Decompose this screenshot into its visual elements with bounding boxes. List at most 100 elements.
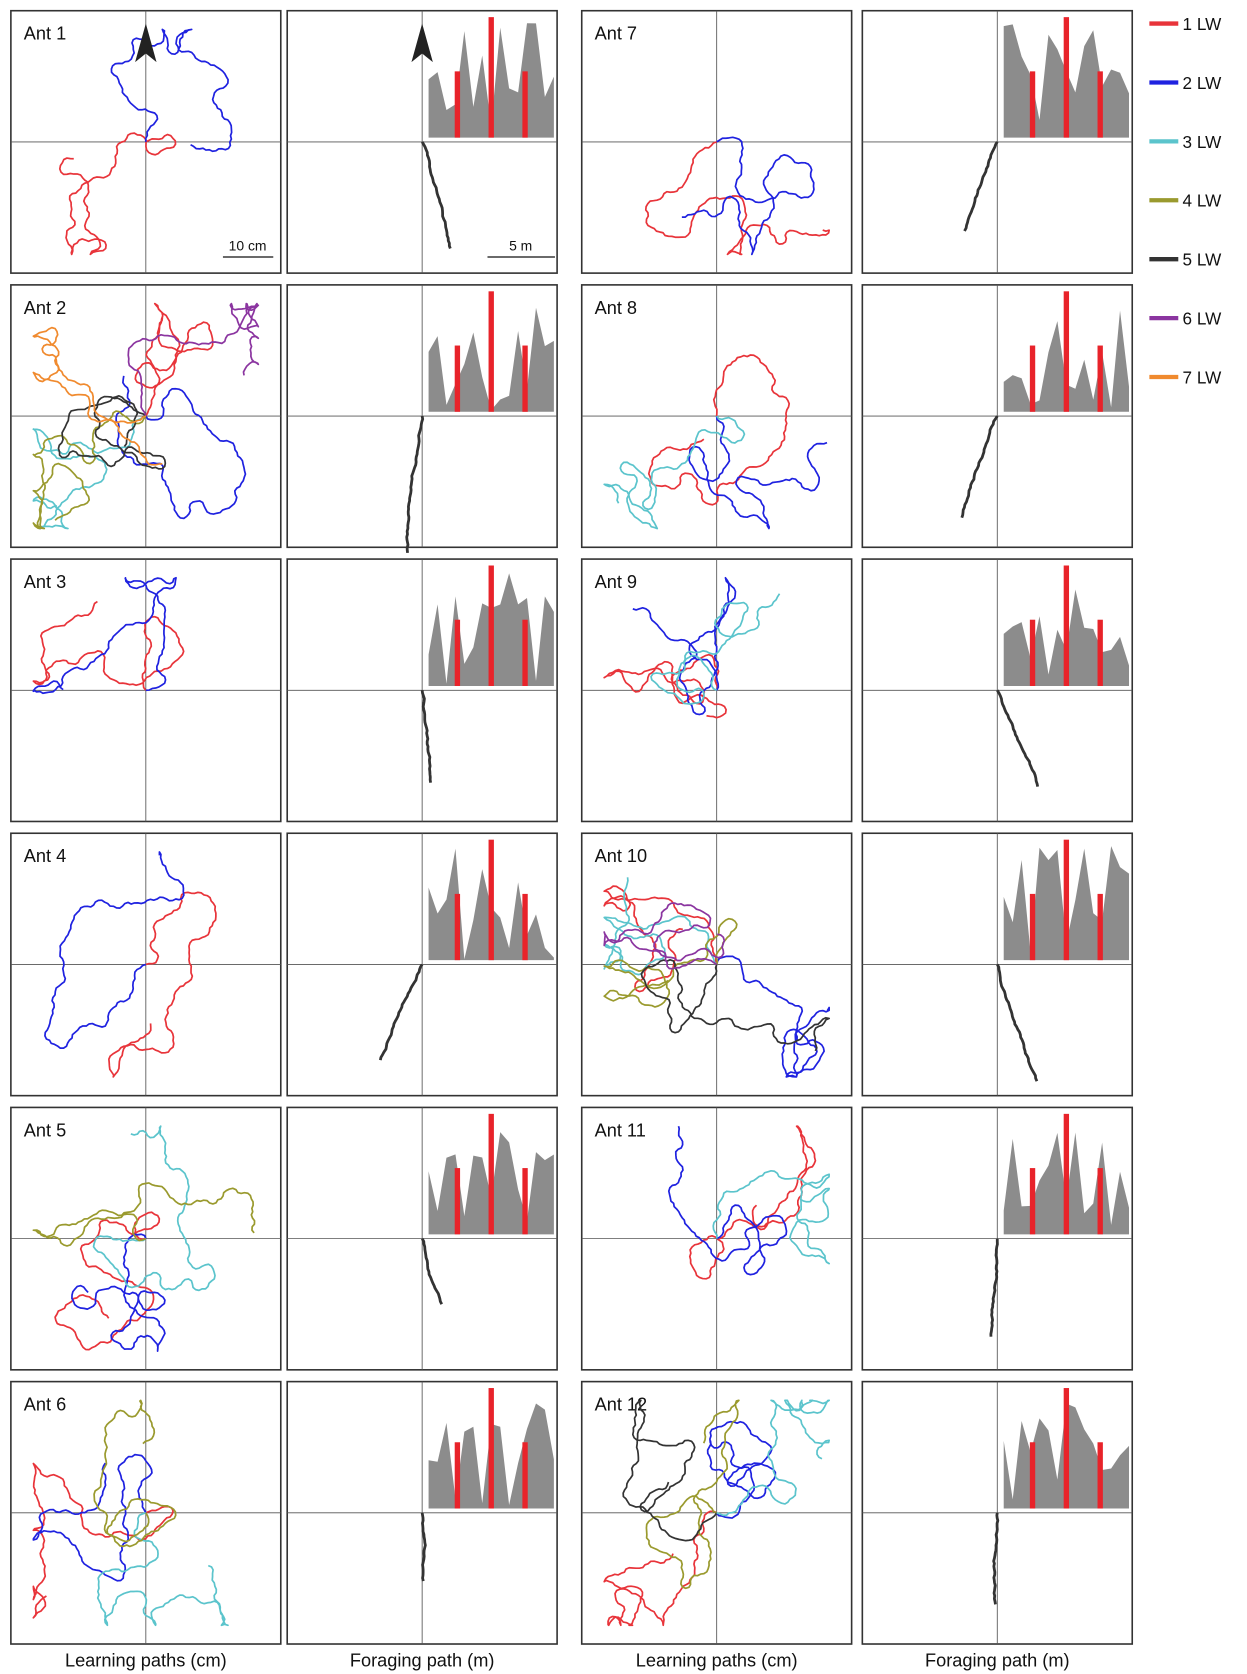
learning-path [650, 593, 781, 705]
direction-bar [1097, 1442, 1103, 1509]
foraging-path [420, 690, 432, 783]
learning-path [603, 917, 738, 1008]
direction-bar [1029, 619, 1036, 686]
panel-label: Ant 5 [24, 1120, 66, 1140]
learning-path [32, 415, 147, 530]
direction-bar [454, 71, 461, 138]
learning-path [688, 416, 828, 530]
direction-bar [522, 619, 528, 686]
legend-label: 3 LW [1183, 132, 1223, 152]
direction-bar [488, 17, 494, 138]
learning-path [603, 885, 718, 993]
direction-bar [488, 1113, 494, 1235]
foraging-path [989, 1238, 999, 1337]
learning-path [71, 1233, 166, 1352]
learning-path [57, 394, 167, 470]
direction-bar [488, 565, 494, 686]
foraging-path [963, 141, 999, 232]
legend-label: 5 LW [1183, 250, 1223, 270]
direction-bar [1097, 71, 1103, 138]
learning-path [603, 902, 726, 970]
direction-bar [522, 345, 528, 412]
direction-bar [1063, 17, 1070, 138]
direction-bar [1029, 345, 1036, 412]
direction-bar [454, 619, 461, 686]
direction-bar [522, 1442, 528, 1509]
learning-path [603, 1510, 718, 1627]
learning-path [32, 410, 147, 530]
learning-path [644, 141, 830, 256]
direction-bar [1029, 893, 1036, 961]
direction-bar [1029, 1168, 1036, 1235]
learning-path [640, 958, 830, 1052]
panel-label: Ant 1 [24, 24, 66, 44]
panel-label: Ant 6 [24, 1395, 66, 1415]
learning-path [622, 1399, 718, 1542]
panel-label: Ant 12 [595, 1395, 648, 1415]
panel-label: Ant 7 [595, 24, 637, 44]
foraging-path [996, 963, 1039, 1082]
learning-path [681, 136, 815, 256]
learning-path [108, 891, 217, 1078]
panel-label: Ant 8 [595, 298, 637, 318]
panel-label: Ant 10 [595, 846, 648, 866]
column-caption: Learning paths (cm) [65, 1651, 227, 1671]
direction-bar [522, 1168, 528, 1235]
direction-bar [1063, 565, 1070, 686]
north-arrow [135, 23, 157, 63]
panel-label: Ant 2 [24, 298, 66, 318]
panel-label: Ant 4 [24, 846, 66, 866]
learning-path [127, 302, 260, 417]
foraging-path [420, 1237, 443, 1305]
learning-path [712, 1169, 830, 1265]
direction-bar [1029, 71, 1036, 138]
column-caption: Learning paths (cm) [636, 1651, 798, 1671]
learning-path [603, 653, 727, 719]
learning-path [647, 354, 791, 506]
scale-label: 10 cm [229, 238, 267, 254]
direction-bar [522, 71, 528, 138]
foraging-path [960, 415, 999, 519]
direction-bar [488, 1388, 494, 1509]
panel-label: Ant 3 [24, 572, 66, 592]
learning-path [44, 851, 185, 1049]
direction-bar [1097, 345, 1103, 412]
direction-bar [454, 1442, 461, 1509]
direction-bar [1063, 291, 1070, 412]
learning-path [715, 955, 830, 1078]
direction-bar [488, 291, 494, 412]
learning-path [115, 375, 247, 520]
column-caption: Foraging path (m) [350, 1651, 495, 1671]
learning-path [32, 326, 163, 466]
direction-bar [1063, 1388, 1070, 1509]
learning-path [96, 1511, 229, 1627]
learning-path [32, 1182, 256, 1247]
legend-label: 2 LW [1183, 73, 1223, 93]
direction-bar [522, 893, 528, 961]
direction-bar [454, 1168, 461, 1235]
foraging-path [420, 1512, 427, 1582]
scale-label: 5 m [509, 238, 532, 254]
learning-path [716, 1399, 830, 1517]
direction-bar [1097, 1168, 1103, 1235]
legend-label: 1 LW [1183, 14, 1223, 34]
learning-path [688, 1125, 817, 1280]
direction-bar [1097, 893, 1103, 961]
north-arrow [411, 23, 433, 63]
direction-bar [454, 345, 461, 412]
direction-bar [1029, 1442, 1036, 1509]
foraging-path [992, 1512, 1000, 1605]
direction-bar [488, 839, 494, 961]
direction-bar [1063, 1113, 1070, 1235]
foraging-path [420, 141, 452, 249]
panel-label: Ant 9 [595, 572, 637, 592]
panel-label: Ant 11 [595, 1120, 646, 1140]
learning-path [92, 1125, 216, 1292]
legend-label: 7 LW [1183, 367, 1223, 387]
learning-path [110, 28, 233, 153]
learning-path [32, 1453, 153, 1582]
legend-label: 4 LW [1183, 191, 1223, 211]
learning-path [93, 1399, 177, 1548]
